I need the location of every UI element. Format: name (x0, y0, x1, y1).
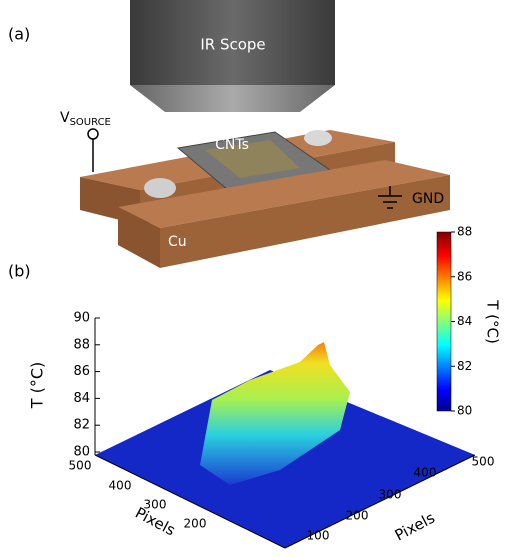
z-tick-label: 84 (73, 391, 90, 406)
y-tick-label: 100 (307, 529, 330, 543)
y-tick-label: 300 (379, 488, 402, 502)
ground-label: GND (412, 191, 444, 207)
scope-lens (130, 85, 335, 112)
x-tick-label: 400 (109, 479, 132, 493)
x-tick-label: 300 (144, 498, 167, 512)
figure: (a) IR Scope CNTs Cu VSOURCE GND (b) T (… (0, 0, 512, 553)
y-tick-label: 500 (472, 455, 495, 469)
z-axis-label: T (°C) (28, 362, 47, 410)
source-v: V (60, 110, 70, 126)
colorbar-tick-label: 86 (457, 269, 472, 283)
electrode-label: Cu (168, 234, 187, 250)
colorbar-tick-label: 82 (457, 359, 472, 373)
z-tick-label: 82 (73, 418, 90, 433)
x-tick-label: 200 (184, 517, 207, 531)
y-tick-label: 200 (346, 509, 369, 523)
terminal (88, 129, 98, 139)
sample-label: CNTs (215, 137, 249, 153)
y-tick-label: 400 (414, 466, 437, 480)
colorbar-tick-label: 84 (457, 314, 472, 328)
z-tick-label: 88 (73, 337, 90, 352)
colorbar-label: T (°C) (484, 299, 502, 344)
z-tick-label: 80 (73, 445, 90, 460)
colorbar-tick-label: 80 (457, 404, 472, 418)
x-tick-label: 500 (69, 459, 92, 473)
z-tick-label: 90 (73, 311, 90, 326)
colorbar (437, 232, 451, 411)
y-axis-label: Pixels (392, 509, 438, 545)
contact (144, 178, 176, 198)
source-label: VSOURCE (60, 110, 111, 128)
scope-label: IR Scope (200, 36, 265, 54)
colorbar-tick-label: 88 (457, 225, 472, 239)
contact (304, 130, 332, 146)
panel-label: (b) (8, 262, 31, 281)
source-sub: SOURCE (70, 117, 111, 128)
panel-label: (a) (8, 25, 30, 44)
z-tick-label: 86 (73, 364, 90, 379)
